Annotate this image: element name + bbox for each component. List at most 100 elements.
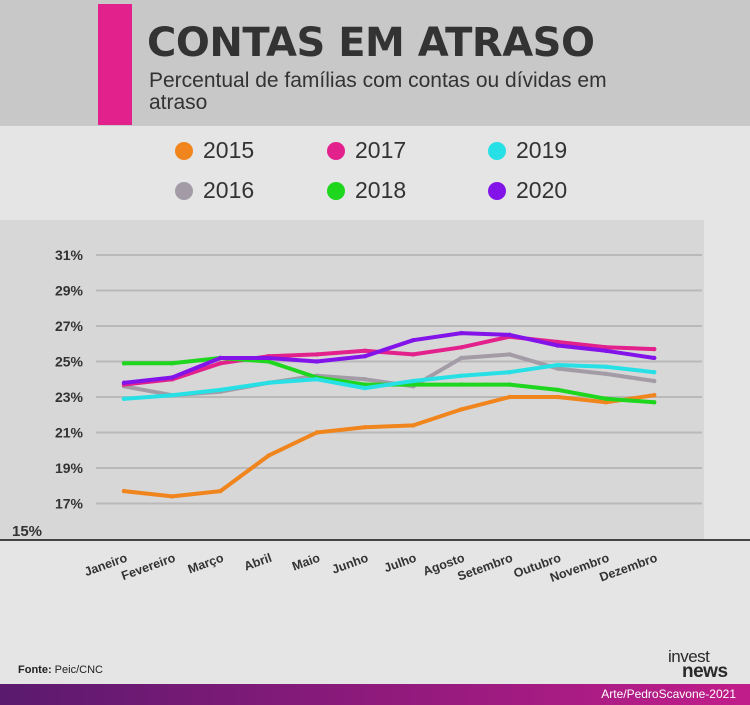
- footer-bar: Arte/PedroScavone-2021: [0, 684, 750, 705]
- investnews-logo: invest news: [668, 647, 740, 683]
- y-tick-label: 15%: [12, 523, 42, 540]
- header: CONTAS EM ATRASO Percentual de famílias …: [0, 0, 750, 126]
- x-tick-label: Abril: [242, 551, 274, 574]
- data-point-2017: [411, 352, 416, 357]
- data-point-2020: [411, 338, 416, 343]
- legend-swatch: [488, 141, 506, 160]
- legend-item-2019: 2019: [488, 137, 567, 164]
- x-tick-label: Junho: [330, 551, 370, 577]
- series-line-2017: [122, 334, 657, 387]
- data-point-2019: [170, 393, 175, 398]
- x-tick-label: Março: [186, 551, 226, 577]
- y-tick-label: 27%: [55, 318, 84, 334]
- data-point-2019: [362, 385, 368, 391]
- data-point-2018: [411, 382, 416, 387]
- data-point-2015: [411, 423, 416, 428]
- data-point-2019: [121, 396, 127, 401]
- data-point-2015: [266, 453, 271, 458]
- data-point-2015: [121, 488, 127, 494]
- data-point-2015: [362, 424, 368, 430]
- data-point-2019: [459, 373, 464, 378]
- data-point-2019: [411, 378, 416, 384]
- data-point-2015: [459, 407, 464, 412]
- data-point-2017: [314, 352, 319, 357]
- data-point-2015: [652, 393, 657, 398]
- x-tick-label: Julho: [382, 551, 418, 576]
- data-point-2016: [555, 366, 560, 371]
- data-point-2018: [603, 396, 609, 401]
- legend-label: 2019: [516, 137, 568, 163]
- legend-label: 2015: [203, 137, 255, 163]
- data-point-2019: [218, 387, 223, 393]
- source-label: Fonte:: [18, 664, 52, 676]
- y-tick-label: 31%: [55, 247, 84, 263]
- chart-title: CONTAS EM ATRASO: [147, 20, 595, 66]
- art-credit: Arte/PedroScavone-2021: [601, 687, 736, 701]
- y-tick-label: 23%: [55, 389, 84, 405]
- y-tick-label: 19%: [55, 460, 84, 476]
- data-point-2018: [121, 361, 127, 366]
- y-tick-label: 21%: [55, 425, 84, 441]
- legend-swatch: [327, 141, 345, 160]
- data-point-2018: [170, 361, 175, 366]
- source-note: Fonte: Peic/CNC: [18, 664, 103, 676]
- data-point-2019: [507, 369, 512, 375]
- data-point-2018: [555, 387, 560, 393]
- data-point-2019: [603, 364, 609, 370]
- data-point-2018: [266, 359, 271, 364]
- series-line-2020: [122, 331, 657, 385]
- y-tick-label: 29%: [55, 283, 84, 299]
- data-point-2015: [555, 394, 560, 400]
- data-point-2020: [314, 359, 319, 364]
- x-tick-label: Fevereiro: [120, 551, 178, 584]
- data-point-2017: [362, 348, 368, 354]
- legend-swatch: [488, 181, 506, 200]
- data-point-2015: [507, 394, 512, 400]
- x-tick-label: Maio: [290, 551, 322, 574]
- series-line-2015: [122, 393, 657, 499]
- data-point-2020: [266, 355, 271, 361]
- legend-swatch: [175, 181, 193, 200]
- data-point-2017: [652, 346, 657, 352]
- data-point-2020: [218, 355, 223, 361]
- data-point-2018: [507, 382, 512, 387]
- data-point-2017: [459, 345, 464, 350]
- logo-text-invest: invest: [668, 647, 710, 666]
- data-point-2017: [555, 339, 560, 345]
- legend-item-2016: 2016: [175, 177, 254, 204]
- data-point-2017: [218, 361, 223, 366]
- line-chart: 31%29%27%25%23%21%19%17%15%JaneiroFevere…: [12, 247, 702, 585]
- legend-swatch: [175, 141, 193, 160]
- y-tick-label: 17%: [55, 496, 84, 512]
- data-point-2019: [652, 369, 657, 375]
- data-point-2018: [459, 382, 464, 387]
- legend-label: 2020: [516, 177, 568, 203]
- x-tick-label: Setembro: [456, 551, 515, 584]
- data-point-2020: [507, 332, 512, 338]
- data-point-2015: [218, 488, 223, 494]
- legend-label: 2016: [203, 177, 255, 203]
- accent-bar: [98, 4, 132, 125]
- data-point-2020: [459, 330, 464, 336]
- data-point-2019: [314, 377, 319, 382]
- data-point-2016: [652, 378, 657, 384]
- data-point-2020: [603, 348, 609, 354]
- data-point-2020: [652, 355, 657, 361]
- data-point-2015: [314, 430, 319, 435]
- data-point-2020: [362, 353, 368, 359]
- legend-item-2018: 2018: [327, 177, 406, 204]
- legend-item-2017: 2017: [327, 137, 406, 164]
- data-point-2018: [652, 400, 657, 405]
- data-point-2020: [170, 375, 175, 380]
- legend-label: 2017: [355, 137, 407, 163]
- legend: 2015 2017 2019 2016 2018 2020: [175, 137, 635, 217]
- legend-item-2020: 2020: [488, 177, 567, 204]
- legend-swatch: [327, 181, 345, 200]
- chart-area: 31% 29% 27% 25% 23% 21% 19% 17% 15% Janeiro Fevere…: [0, 220, 704, 585]
- data-point-2019: [266, 380, 271, 385]
- data-point-2015: [170, 494, 175, 499]
- legend-label: 2018: [355, 177, 407, 203]
- legend-item-2015: 2015: [175, 137, 254, 164]
- x-axis-line: [0, 539, 750, 541]
- data-point-2016: [603, 371, 609, 377]
